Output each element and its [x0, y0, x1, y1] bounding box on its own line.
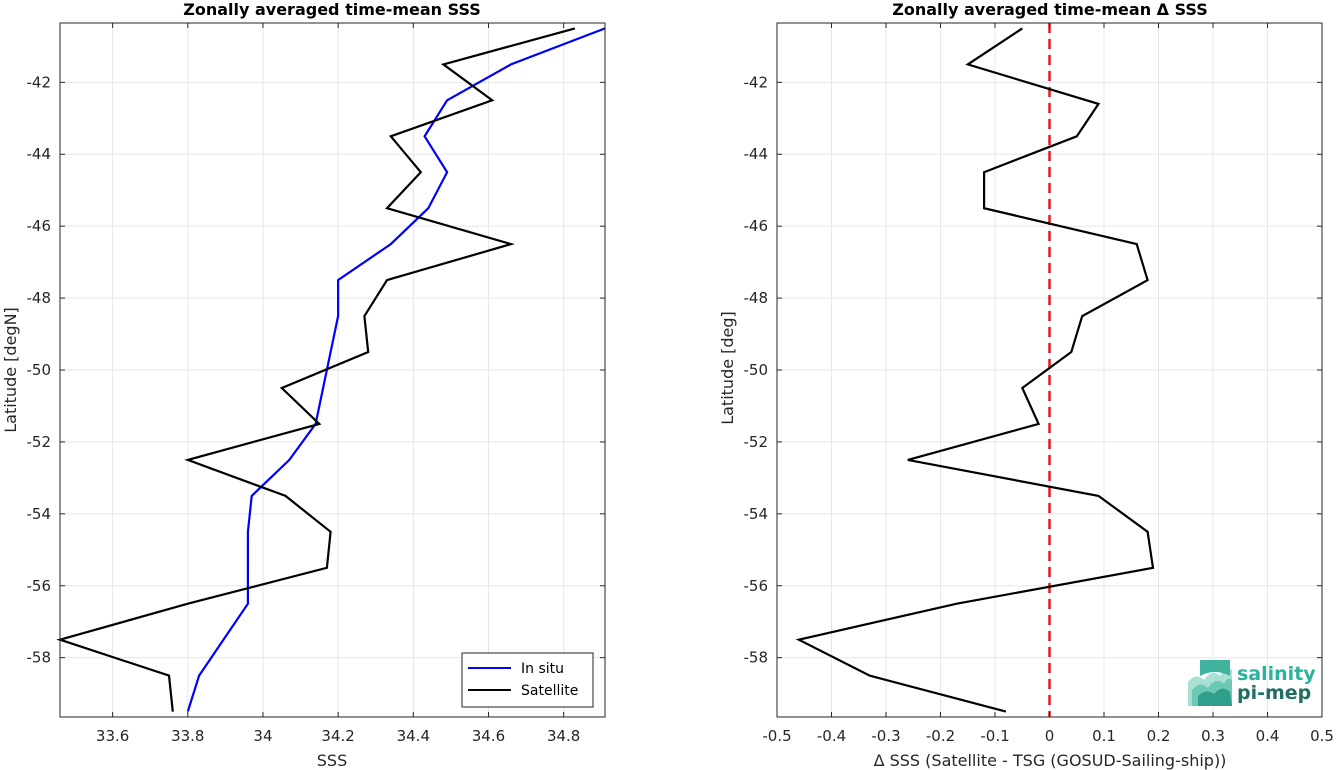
x-tick-label: 0.3	[1201, 727, 1225, 745]
y-tick-label: -44	[744, 145, 769, 163]
x-tick-label: -0.5	[762, 727, 791, 745]
y-tick-label: -58	[744, 649, 769, 667]
right-y-axis-label: Latitude [deg]	[718, 311, 737, 425]
y-tick-label: -42	[744, 73, 769, 91]
y-tick-label: -46	[744, 217, 769, 235]
y-tick-label: -56	[744, 577, 769, 595]
left-y-axis-label: Latitude [degN]	[1, 307, 20, 433]
legend-box	[461, 652, 594, 708]
right-tick-labels: -0.5 -0.4 -0.3 -0.2 -0.1 0 0.1 0.2 0.3 0.4 0.5 -42 -…	[744, 23, 1334, 745]
y-tick-label: -52	[27, 433, 52, 451]
y-tick-label: -42	[27, 73, 52, 91]
right-chart-panel: -0.5 -0.4 -0.3 -0.2 -0.1 0 0.1 0.2 0.3 0.4 0.5 -42 -…	[718, 0, 1334, 770]
series-line-satellite	[56, 27, 576, 712]
x-tick-label: 34.2	[321, 727, 354, 745]
right-x-axis-label: Δ SSS (Satellite - TSG (GOSUD-Sailing-sh…	[874, 751, 1227, 770]
y-tick-label: -54	[744, 505, 769, 523]
x-tick-label: 33.6	[96, 727, 129, 745]
logo-salinity-text: salinity	[1237, 663, 1316, 685]
x-tick-label: 34	[253, 727, 272, 745]
y-tick-label: -58	[27, 649, 52, 667]
y-tick-label: -44	[27, 145, 52, 163]
logo-wave-icon	[1188, 660, 1232, 706]
x-tick-label: 0.1	[1092, 727, 1116, 745]
series-line-delta-sss	[795, 27, 1155, 713]
y-tick-label: -50	[744, 361, 769, 379]
x-tick-label: 0.2	[1147, 727, 1171, 745]
x-tick-label: 0.5	[1310, 727, 1334, 745]
left-tick-labels: 33.6 33.8 34 34.2 34.4 34.6 34.8 -42 -44 -46 -48 -5…	[27, 23, 605, 745]
y-tick-label: -56	[27, 577, 52, 595]
right-series-lines	[795, 27, 1155, 713]
y-tick-label: -48	[27, 289, 52, 307]
x-tick-label: -0.3	[871, 727, 900, 745]
y-tick-label: -52	[744, 433, 769, 451]
left-chart-title: Zonally averaged time-mean SSS	[183, 0, 481, 19]
y-tick-label: -50	[27, 361, 52, 379]
x-tick-label: 34.4	[397, 727, 430, 745]
x-tick-label: -0.4	[817, 727, 846, 745]
x-tick-label: 0	[1045, 727, 1055, 745]
left-x-axis-label: SSS	[317, 751, 347, 770]
y-tick-label: -54	[27, 505, 52, 523]
x-tick-label: -0.1	[980, 727, 1009, 745]
legend: In situ Satellite	[461, 652, 594, 708]
x-tick-label: 34.8	[547, 727, 580, 745]
y-tick-label: -48	[744, 289, 769, 307]
left-series-lines	[56, 27, 606, 712]
x-tick-label: 0.4	[1256, 727, 1280, 745]
left-chart-panel: 33.6 33.8 34 34.2 34.4 34.6 34.8 -42 -44 -46 -48 -5…	[1, 0, 606, 770]
series-line-in-situ	[186, 27, 606, 712]
legend-label-satellite: Satellite	[521, 683, 578, 699]
logo-pi-mep-text: pi-mep	[1237, 682, 1311, 704]
salinity-pi-mep-logo: salinity pi-mep	[1188, 660, 1316, 706]
x-tick-label: 34.6	[472, 727, 505, 745]
right-chart-title: Zonally averaged time-mean Δ SSS	[892, 0, 1208, 19]
legend-label-in-situ: In situ	[521, 661, 564, 677]
y-tick-label: -46	[27, 217, 52, 235]
left-grid	[60, 23, 605, 717]
x-tick-label: 33.8	[171, 727, 204, 745]
x-tick-label: -0.2	[926, 727, 955, 745]
